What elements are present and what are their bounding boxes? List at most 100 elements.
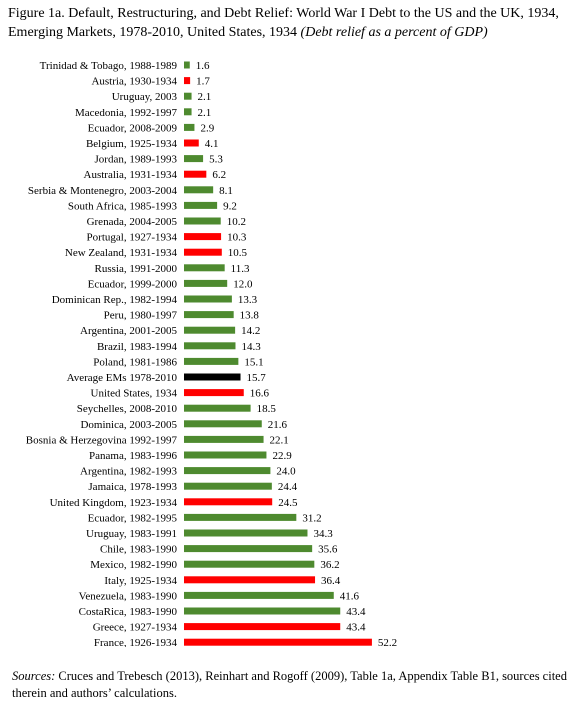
category-label: Grenada, 2004-2005	[87, 216, 178, 228]
category-label: Bosnia & Herzegovina 1992-1997	[26, 434, 178, 446]
bar	[184, 498, 273, 506]
value-label: 34.3	[313, 528, 333, 540]
bar	[184, 108, 192, 116]
bar	[184, 155, 204, 163]
bar	[184, 638, 372, 646]
value-label: 2.9	[200, 122, 214, 134]
value-label: 36.2	[320, 559, 339, 571]
value-label: 43.4	[346, 622, 366, 634]
value-label: 4.1	[205, 138, 219, 150]
category-label: Belgium, 1925-1934	[86, 138, 178, 150]
bar	[184, 186, 214, 194]
value-label: 36.4	[321, 575, 341, 587]
value-label: 15.1	[244, 356, 263, 368]
bar	[184, 529, 308, 537]
category-label: Ecuador, 2008-2009	[88, 122, 178, 134]
category-label: Trinidad & Tobago, 1988-1989	[40, 60, 178, 72]
category-label: Dominican Rep., 1982-1994	[52, 294, 178, 306]
value-label: 14.2	[241, 325, 260, 337]
bar	[184, 123, 195, 131]
chart-title-main: Figure 1a. Default, Restructuring, and D…	[8, 6, 559, 40]
value-label: 10.5	[228, 247, 248, 259]
category-label: United Kingdom, 1923-1934	[50, 497, 178, 509]
value-label: 10.3	[227, 232, 247, 244]
category-label: Ecuador, 1999-2000	[88, 278, 178, 290]
value-label: 24.4	[278, 481, 298, 493]
value-label: 24.0	[276, 466, 296, 478]
category-label: France, 1926-1934	[94, 637, 178, 647]
category-label: United States, 1934	[91, 388, 178, 400]
bar	[184, 420, 262, 428]
category-label: Italy, 1925-1934	[104, 575, 177, 587]
bar	[184, 139, 199, 147]
category-label: Seychelles, 2008-2010	[77, 403, 178, 415]
value-label: 1.6	[196, 60, 210, 72]
bar	[184, 607, 341, 615]
category-label: Macedonia, 1992-1997	[75, 107, 178, 119]
category-label: Peru, 1980-1997	[104, 310, 178, 322]
category-label: Poland, 1981-1986	[93, 356, 177, 368]
bar	[184, 467, 271, 475]
value-label: 52.2	[378, 637, 397, 647]
category-label: Argentina, 2001-2005	[80, 325, 177, 337]
bar	[184, 217, 221, 225]
category-label: Australia, 1931-1934	[84, 169, 178, 181]
category-label: Russia, 1991-2000	[95, 263, 178, 275]
chart-title: Figure 1a. Default, Restructuring, and D…	[8, 4, 568, 42]
bar	[184, 451, 267, 459]
bar	[184, 264, 225, 272]
bar	[184, 513, 297, 521]
value-label: 13.3	[238, 294, 258, 306]
source-label: Sources:	[12, 669, 56, 683]
category-label: Serbia & Montenegro, 2003-2004	[28, 185, 178, 197]
value-label: 10.2	[227, 216, 246, 228]
bar	[184, 591, 334, 599]
bar	[184, 482, 272, 490]
category-label: Jordan, 1989-1993	[95, 154, 178, 166]
bar	[184, 170, 207, 178]
chart-title-italic: (Debt relief as a percent of GDP)	[300, 25, 488, 40]
category-label: Portugal, 1927-1934	[87, 232, 178, 244]
bar	[184, 623, 341, 631]
category-label: Uruguay, 1983-1991	[86, 528, 177, 540]
category-label: Jamaica, 1978-1993	[88, 481, 177, 493]
category-label: New Zealand, 1931-1934	[65, 247, 178, 259]
bar-chart: Trinidad & Tobago, 1988-1989 1.6 Austria, …	[26, 60, 397, 647]
value-label: 14.3	[241, 341, 261, 353]
value-label: 41.6	[340, 590, 360, 602]
value-label: 15.7	[247, 372, 267, 384]
value-label: 6.2	[212, 169, 226, 181]
bar	[184, 201, 218, 209]
bar	[184, 295, 232, 303]
bar	[184, 326, 236, 334]
category-label: Ecuador, 1982-1995	[88, 512, 178, 524]
category-label: Mexico, 1982-1990	[90, 559, 177, 571]
value-label: 31.2	[302, 512, 321, 524]
bar	[184, 279, 228, 287]
value-label: 24.5	[278, 497, 298, 509]
bar	[184, 576, 316, 584]
category-label: Venezuela, 1983-1990	[79, 590, 178, 602]
category-label: Average EMs 1978-2010	[67, 372, 178, 384]
bar	[184, 404, 251, 412]
category-label: South Africa, 1985-1993	[68, 200, 178, 212]
category-label: Panama, 1983-1996	[89, 450, 177, 462]
category-label: CostaRica, 1983-1990	[79, 606, 178, 618]
bar	[184, 545, 313, 553]
value-label: 21.6	[268, 419, 288, 431]
bar	[184, 357, 239, 365]
bar	[184, 560, 315, 568]
category-label: Greece, 1927-1934	[93, 622, 178, 634]
value-label: 8.1	[219, 185, 233, 197]
value-label: 2.1	[198, 107, 212, 119]
category-label: Austria, 1930-1934	[91, 76, 177, 88]
bar	[184, 248, 222, 256]
bar	[184, 77, 191, 85]
value-label: 22.1	[270, 434, 289, 446]
value-label: 43.4	[346, 606, 366, 618]
bar	[184, 92, 192, 100]
category-label: Brazil, 1983-1994	[97, 341, 178, 353]
value-label: 5.3	[209, 154, 223, 166]
category-label: Chile, 1983-1990	[100, 544, 177, 556]
bar	[184, 311, 234, 319]
